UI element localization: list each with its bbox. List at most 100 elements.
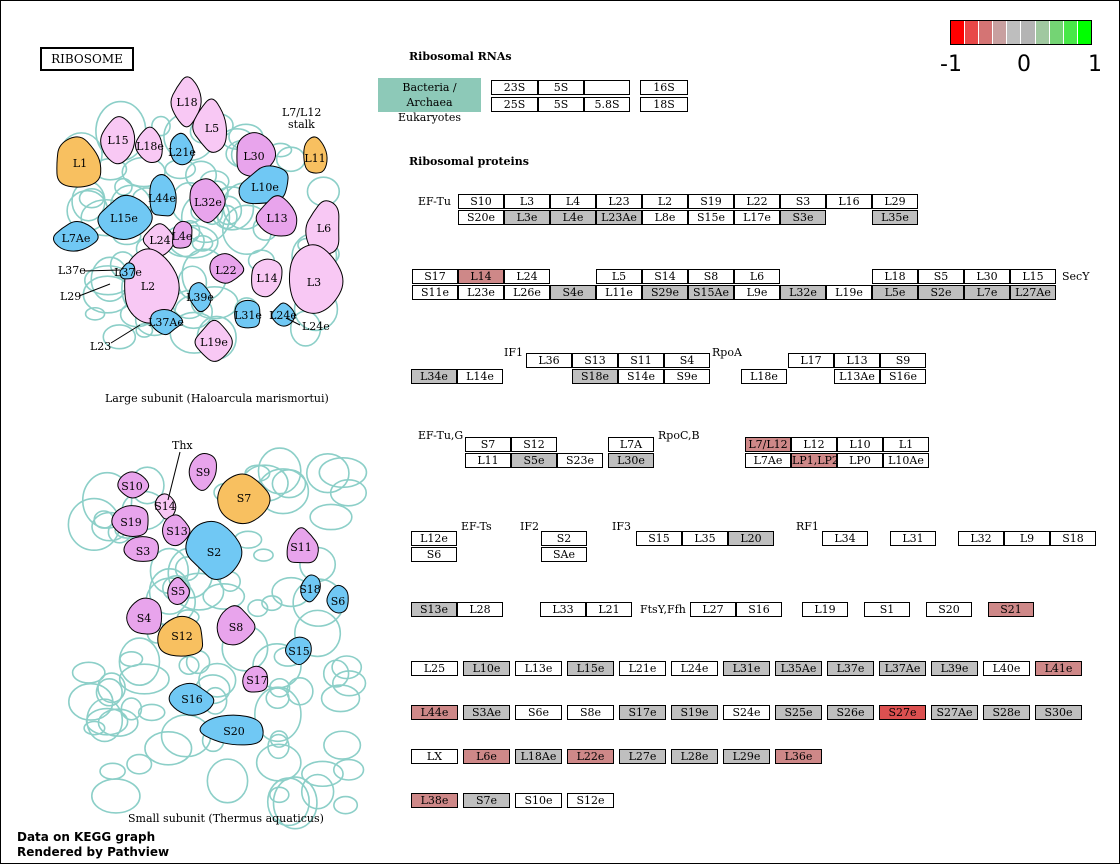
protein-box-l35[interactable]: L35 [682, 531, 728, 546]
protein-box-l28e[interactable]: L28e [671, 749, 718, 764]
protein-box-s3e[interactable]: S3e [780, 210, 826, 225]
protein-box-l36e[interactable]: L36e [775, 749, 822, 764]
protein-box-l12[interactable]: L12 [791, 437, 837, 452]
protein-box-l40e[interactable]: L40e [983, 661, 1030, 676]
protein-box-l26e[interactable]: L26e [504, 285, 550, 300]
protein-box-l28[interactable]: L28 [457, 602, 503, 617]
protein-box-l30[interactable]: L30 [964, 269, 1010, 284]
protein-box-l9e[interactable]: L9e [734, 285, 780, 300]
protein-box-l29[interactable]: L29 [872, 194, 918, 209]
protein-box-l6[interactable]: L6 [734, 269, 780, 284]
protein-box-l31[interactable]: L31 [890, 531, 936, 546]
protein-box-l11e[interactable]: L11e [596, 285, 642, 300]
protein-box-s24e[interactable]: S24e [723, 705, 770, 720]
protein-box-lp1-lp2[interactable]: LP1,LP2 [791, 453, 837, 468]
protein-box-l30e[interactable]: L30e [608, 453, 654, 468]
protein-box-s17e[interactable]: S17e [619, 705, 666, 720]
protein-box-s15e[interactable]: S15e [688, 210, 734, 225]
protein-box-s3[interactable]: S3 [780, 194, 826, 209]
rna-box-58s[interactable]: 5.8S [584, 97, 630, 112]
protein-box-s26e[interactable]: S26e [827, 705, 874, 720]
protein-box-s1[interactable]: S1 [864, 602, 910, 617]
protein-box-l18ae[interactable]: L18Ae [515, 749, 562, 764]
protein-box-l10e[interactable]: L10e [463, 661, 510, 676]
protein-box-l1[interactable]: L1 [883, 437, 929, 452]
protein-box-l5e[interactable]: L5e [872, 285, 918, 300]
protein-box-s3ae[interactable]: S3Ae [463, 705, 510, 720]
protein-box-s10e[interactable]: S10e [515, 793, 562, 808]
protein-box-l13[interactable]: L13 [834, 353, 880, 368]
protein-box-l21e[interactable]: L21e [619, 661, 666, 676]
rna-box-16s[interactable]: 16S [640, 80, 688, 95]
protein-box-s9e[interactable]: S9e [664, 369, 710, 384]
protein-box-l18[interactable]: L18 [872, 269, 918, 284]
protein-box-s14e[interactable]: S14e [618, 369, 664, 384]
protein-box-s25e[interactable]: S25e [775, 705, 822, 720]
protein-box-l27e[interactable]: L27e [619, 749, 666, 764]
protein-box-l7e[interactable]: L7e [964, 285, 1010, 300]
protein-box-l31e[interactable]: L31e [723, 661, 770, 676]
protein-box-s15[interactable]: S15 [636, 531, 682, 546]
protein-box-s15ae[interactable]: S15Ae [688, 285, 734, 300]
protein-box-l10[interactable]: L10 [837, 437, 883, 452]
protein-box-s19[interactable]: S19 [688, 194, 734, 209]
protein-box-l34[interactable]: L34 [822, 531, 868, 546]
protein-box-l24e[interactable]: L24e [671, 661, 718, 676]
protein-box-s23e[interactable]: S23e [557, 453, 603, 468]
protein-box-l27[interactable]: L27 [690, 602, 736, 617]
protein-box-l35ae[interactable]: L35Ae [775, 661, 822, 676]
protein-box-s16e[interactable]: S16e [880, 369, 926, 384]
protein-box-s10[interactable]: S10 [458, 194, 504, 209]
protein-box-l11[interactable]: L11 [465, 453, 511, 468]
protein-box-l17e[interactable]: L17e [734, 210, 780, 225]
protein-box-l29e[interactable]: L29e [723, 749, 770, 764]
protein-box-s11e[interactable]: S11e [412, 285, 458, 300]
protein-box-l15[interactable]: L15 [1010, 269, 1056, 284]
protein-box-lx[interactable]: LX [411, 749, 458, 764]
protein-box-l36[interactable]: L36 [526, 353, 572, 368]
protein-box-s20[interactable]: S20 [926, 602, 972, 617]
protein-box-s12e[interactable]: S12e [567, 793, 614, 808]
protein-box-l3[interactable]: L3 [504, 194, 550, 209]
protein-box-l16[interactable]: L16 [826, 194, 872, 209]
protein-box-s6e[interactable]: S6e [515, 705, 562, 720]
protein-box-l14[interactable]: L14 [458, 269, 504, 284]
protein-box-l15e[interactable]: L15e [567, 661, 614, 676]
protein-box-l4e[interactable]: L4e [550, 210, 596, 225]
protein-box-s27ae[interactable]: S27Ae [931, 705, 978, 720]
protein-box-s4e[interactable]: S4e [550, 285, 596, 300]
protein-box-l23ae[interactable]: L23Ae [596, 210, 642, 225]
protein-box-s16[interactable]: S16 [736, 602, 782, 617]
protein-box-s4[interactable]: S4 [664, 353, 710, 368]
protein-box-s12[interactable]: S12 [511, 437, 557, 452]
protein-box-s8[interactable]: S8 [688, 269, 734, 284]
protein-box-sae[interactable]: SAe [541, 547, 587, 562]
protein-box-s7e[interactable]: S7e [463, 793, 510, 808]
protein-box-s6[interactable]: S6 [411, 547, 457, 562]
protein-box-l38e[interactable]: L38e [411, 793, 458, 808]
protein-box-l7a[interactable]: L7A [608, 437, 654, 452]
protein-box-s19e[interactable]: S19e [671, 705, 718, 720]
rna-box-25s[interactable]: 25S [491, 97, 538, 112]
protein-box-l8e[interactable]: L8e [642, 210, 688, 225]
protein-box-l37ae[interactable]: L37Ae [879, 661, 926, 676]
protein-box-l20[interactable]: L20 [728, 531, 774, 546]
protein-box-l13ae[interactable]: L13Ae [834, 369, 880, 384]
protein-box-l25[interactable]: L25 [411, 661, 458, 676]
protein-box-l5[interactable]: L5 [596, 269, 642, 284]
protein-box-l7ae[interactable]: L7Ae [745, 453, 791, 468]
protein-box-s2[interactable]: S2 [541, 531, 587, 546]
protein-box-l17[interactable]: L17 [788, 353, 834, 368]
protein-box-l34e[interactable]: L34e [411, 369, 457, 384]
protein-box-s2e[interactable]: S2e [918, 285, 964, 300]
protein-box-s20e[interactable]: S20e [458, 210, 504, 225]
protein-box-s14[interactable]: S14 [642, 269, 688, 284]
protein-box-l6e[interactable]: L6e [463, 749, 510, 764]
protein-box-l13e[interactable]: L13e [515, 661, 562, 676]
protein-box-s28e[interactable]: S28e [983, 705, 1030, 720]
protein-box-l24[interactable]: L24 [504, 269, 550, 284]
protein-box-lp0[interactable]: LP0 [837, 453, 883, 468]
protein-box-l7-l12[interactable]: L7/L12 [745, 437, 791, 452]
protein-box-l32e[interactable]: L32e [780, 285, 826, 300]
protein-box-s7[interactable]: S7 [465, 437, 511, 452]
